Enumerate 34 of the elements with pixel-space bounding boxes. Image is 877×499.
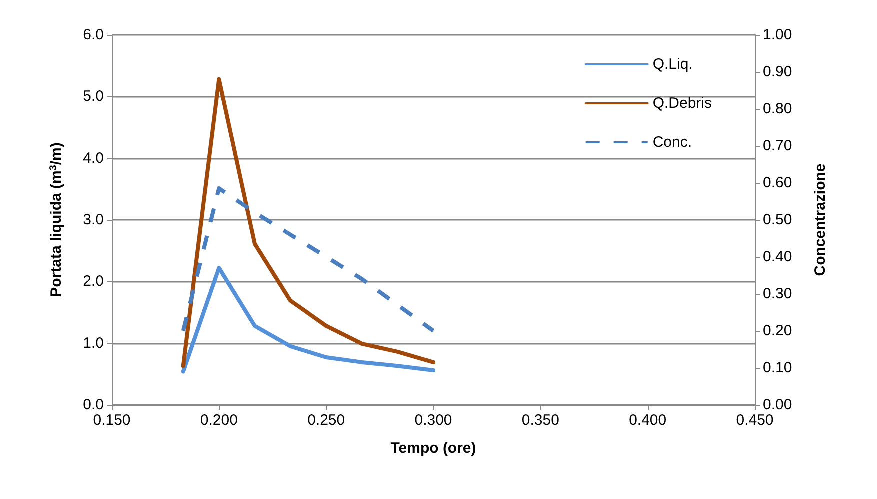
y2-tick-label: 0.80 <box>763 100 792 118</box>
line-series <box>181 266 436 374</box>
y2-tick-label: 0.60 <box>763 174 792 192</box>
y2-tick-label: 1.00 <box>763 26 792 44</box>
y2-tick-label: 0.90 <box>763 64 792 80</box>
x-tick-label: 0.450 <box>736 412 774 429</box>
line-series <box>181 77 436 368</box>
x-tick-label: 0.350 <box>522 412 560 429</box>
y2-tick-label: 0.50 <box>763 212 792 228</box>
legend-label: Q.Liq. <box>652 56 693 73</box>
y2-tick-label: 0.20 <box>763 322 792 340</box>
x-axis-title: Tempo (ore) <box>390 440 476 457</box>
x-tick-label: 0.400 <box>629 412 667 429</box>
x-tick-label: 0.300 <box>414 412 452 429</box>
y-tick-label: 6.0 <box>83 26 104 44</box>
y-tick-label: 5.0 <box>83 88 104 106</box>
y2-axis-title: Concentrazione <box>812 164 829 276</box>
y-tick-label: 3.0 <box>83 212 104 228</box>
y2-tick-label: 0.10 <box>763 360 792 376</box>
x-tick-label: 0.200 <box>200 412 238 429</box>
y-tick-label: 2.0 <box>83 273 104 290</box>
y-axis-title: Portata liquida (m3/m) <box>48 142 65 298</box>
y2-tick-label: 0.00 <box>763 396 792 414</box>
y2-tick-label: 0.30 <box>763 286 792 302</box>
y-tick-label: 0.0 <box>83 396 104 414</box>
y2-tick-label: 0.40 <box>763 248 792 266</box>
x-tick-label: 0.250 <box>308 412 346 429</box>
legend-label: Q.Debris <box>652 95 712 112</box>
x-tick-label: 0.150 <box>93 412 131 429</box>
y-tick-label: 4.0 <box>83 150 104 167</box>
y-tick-label: 1.0 <box>83 334 104 352</box>
legend-label: Conc. <box>652 134 692 151</box>
line-series <box>181 186 436 333</box>
y2-tick-label: 0.70 <box>763 138 792 154</box>
